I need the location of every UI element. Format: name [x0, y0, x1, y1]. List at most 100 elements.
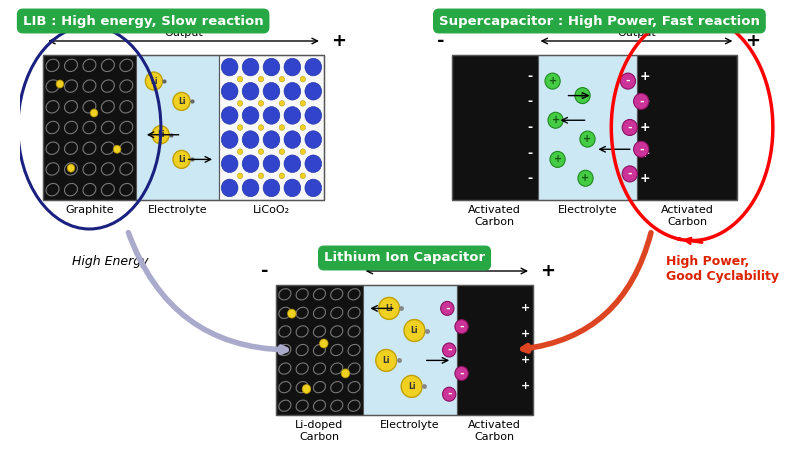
Circle shape — [284, 106, 301, 124]
Bar — [362, 285, 457, 415]
Text: Li: Li — [386, 304, 393, 313]
Text: +: + — [521, 303, 530, 313]
Circle shape — [441, 301, 454, 316]
Circle shape — [242, 179, 259, 197]
Text: Activated
Carbon: Activated Carbon — [468, 205, 522, 227]
Text: +: + — [640, 70, 650, 83]
Bar — [638, 55, 738, 200]
Circle shape — [238, 125, 242, 130]
Circle shape — [284, 131, 301, 148]
Text: Electrolyte: Electrolyte — [558, 205, 618, 215]
Circle shape — [300, 76, 306, 82]
Text: +: + — [331, 32, 346, 50]
Circle shape — [455, 320, 468, 333]
Circle shape — [378, 297, 399, 319]
Circle shape — [173, 92, 190, 110]
Circle shape — [258, 173, 264, 179]
Text: Activated
Carbon: Activated Carbon — [468, 420, 522, 442]
Circle shape — [404, 319, 425, 341]
Bar — [538, 55, 638, 200]
Circle shape — [242, 58, 259, 76]
Text: +: + — [541, 262, 555, 280]
Circle shape — [263, 58, 280, 76]
Circle shape — [300, 173, 306, 179]
Circle shape — [242, 131, 259, 148]
Text: Li: Li — [157, 130, 164, 139]
Circle shape — [305, 82, 322, 100]
Text: +: + — [549, 76, 557, 86]
Text: -: - — [445, 303, 450, 313]
Circle shape — [242, 155, 259, 172]
Circle shape — [302, 384, 310, 393]
Bar — [43, 55, 324, 200]
Circle shape — [222, 58, 238, 76]
Circle shape — [634, 141, 649, 157]
Circle shape — [622, 120, 638, 136]
Text: -: - — [527, 147, 533, 160]
Circle shape — [284, 82, 301, 100]
Text: -: - — [527, 172, 533, 185]
Circle shape — [550, 151, 565, 167]
Text: -: - — [527, 95, 533, 108]
Text: -: - — [639, 144, 643, 154]
Text: -: - — [261, 262, 269, 280]
Circle shape — [455, 366, 468, 381]
Circle shape — [238, 149, 242, 154]
Circle shape — [279, 100, 285, 106]
Text: +: + — [640, 121, 650, 134]
Circle shape — [305, 155, 322, 172]
Circle shape — [287, 309, 296, 318]
Text: Li-doped
Carbon: Li-doped Carbon — [295, 420, 343, 442]
Text: +: + — [578, 90, 586, 101]
Text: Electrolyte: Electrolyte — [380, 420, 439, 430]
Text: +: + — [521, 329, 530, 340]
Text: Activated
Carbon: Activated Carbon — [661, 205, 714, 227]
Text: Li: Li — [408, 382, 415, 391]
Text: -: - — [447, 345, 451, 355]
Text: Li: Li — [178, 155, 186, 164]
Bar — [452, 55, 538, 200]
Circle shape — [263, 179, 280, 197]
Bar — [452, 55, 738, 200]
Circle shape — [238, 100, 242, 106]
Text: -: - — [627, 169, 632, 179]
Circle shape — [258, 125, 264, 130]
Circle shape — [319, 339, 328, 348]
Circle shape — [634, 93, 649, 109]
Text: -: - — [527, 70, 533, 83]
Circle shape — [284, 58, 301, 76]
Text: +: + — [582, 173, 590, 183]
Circle shape — [300, 100, 306, 106]
Circle shape — [580, 131, 595, 147]
Circle shape — [222, 106, 238, 124]
Text: High Energy: High Energy — [72, 255, 148, 268]
Circle shape — [305, 106, 322, 124]
Text: Supercapacitor : High Power, Fast reaction: Supercapacitor : High Power, Fast reacti… — [439, 15, 760, 27]
Circle shape — [279, 76, 285, 82]
Circle shape — [305, 58, 322, 76]
Text: -: - — [447, 389, 451, 399]
Text: Lithium Ion Capacitor: Lithium Ion Capacitor — [324, 252, 485, 265]
Bar — [276, 285, 362, 415]
Circle shape — [300, 125, 306, 130]
Circle shape — [67, 164, 74, 172]
Circle shape — [242, 106, 259, 124]
Text: +: + — [640, 95, 650, 108]
Circle shape — [401, 375, 422, 398]
Text: +: + — [521, 382, 530, 391]
Circle shape — [258, 100, 264, 106]
Circle shape — [575, 88, 590, 104]
Circle shape — [114, 145, 121, 153]
Text: Graphite: Graphite — [65, 205, 114, 215]
Text: -: - — [626, 76, 630, 86]
Text: -: - — [459, 368, 464, 378]
Text: Output: Output — [617, 28, 656, 38]
Circle shape — [548, 112, 563, 128]
Text: -: - — [639, 97, 643, 106]
Circle shape — [242, 82, 259, 100]
Text: -: - — [437, 32, 445, 50]
Text: LIB : High energy, Slow reaction: LIB : High energy, Slow reaction — [23, 15, 263, 27]
Text: -: - — [459, 322, 464, 332]
Text: +: + — [554, 154, 562, 164]
Circle shape — [305, 179, 322, 197]
